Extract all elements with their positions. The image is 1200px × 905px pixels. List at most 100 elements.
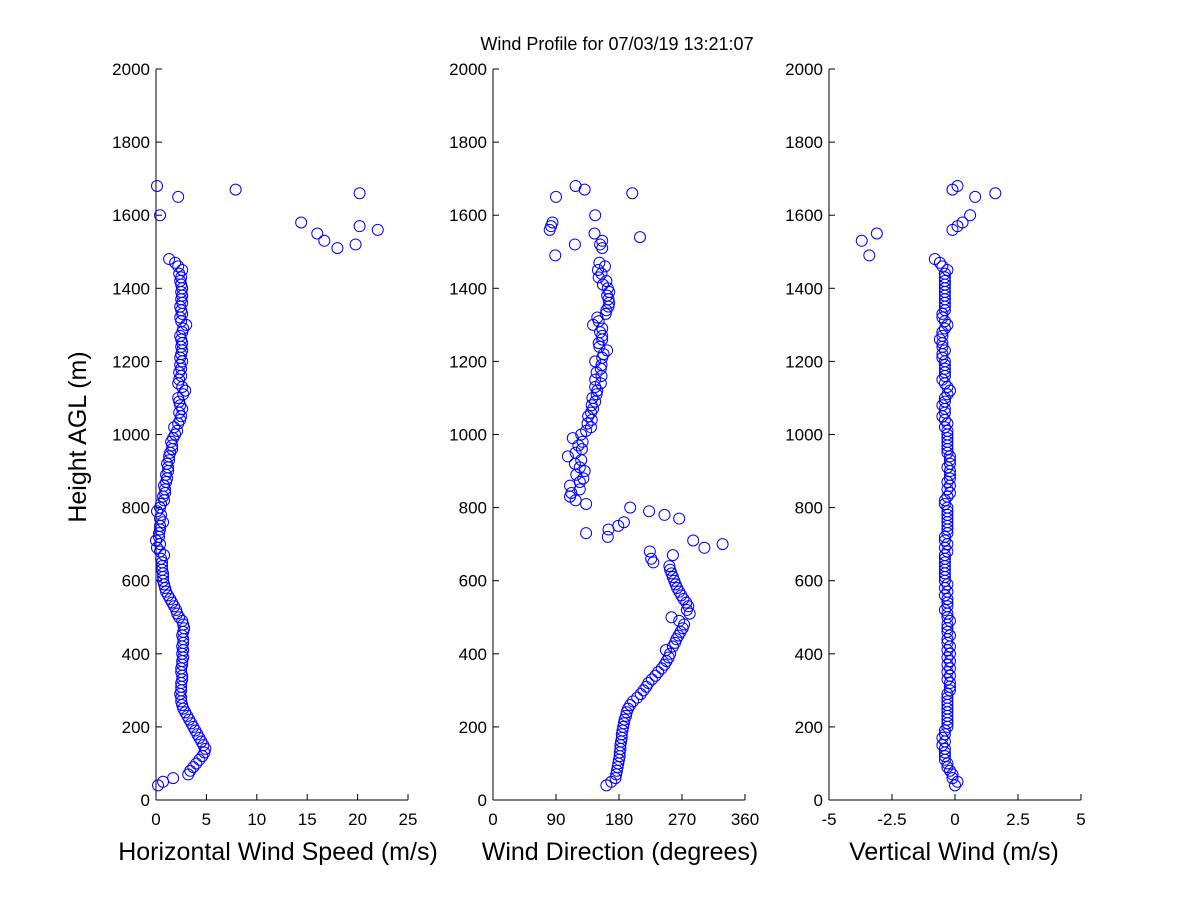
data-point (941, 592, 954, 605)
data-point (179, 384, 192, 397)
data-point (943, 457, 956, 470)
data-point (569, 179, 582, 192)
data-point (580, 424, 593, 437)
data-point (585, 399, 598, 412)
y-tick-label: 200 (122, 718, 150, 737)
x-tick-label: 270 (668, 810, 696, 829)
data-point (295, 216, 308, 229)
data-point (193, 753, 206, 766)
x-tick-label: -5 (821, 810, 836, 829)
data-point (938, 395, 951, 408)
data-point (588, 227, 601, 240)
data-point (596, 329, 609, 342)
data-point (946, 772, 959, 785)
data-point (645, 552, 658, 565)
data-point (938, 724, 951, 737)
data-point (596, 234, 609, 247)
y-tick-label: 2000 (112, 60, 150, 79)
data-point (677, 592, 690, 605)
data-point (941, 432, 954, 445)
data-point (938, 534, 951, 547)
data-point (673, 585, 686, 598)
data-point (592, 264, 604, 277)
data-point (601, 289, 614, 302)
data-point (943, 655, 956, 668)
data-point (617, 717, 630, 730)
data-point (941, 651, 954, 664)
data-point (941, 545, 954, 558)
x-axis-label: Wind Direction (degrees) (482, 838, 759, 866)
data-point (943, 677, 956, 690)
data-point (353, 220, 366, 233)
figure-title: Wind Profile for 07/03/19 13:21:07 (480, 34, 753, 54)
data-point (581, 417, 594, 430)
data-point (938, 274, 951, 287)
y-tick-label: 2000 (449, 60, 487, 79)
data-point (617, 720, 630, 733)
series-vertical (855, 179, 1002, 792)
data-point (941, 538, 954, 551)
x-tick-label: 0 (950, 810, 959, 829)
data-point (597, 348, 610, 361)
data-point (549, 249, 562, 262)
data-point (956, 216, 969, 229)
x-tick-label: 0 (151, 810, 160, 829)
data-point (941, 578, 954, 591)
data-point (631, 691, 644, 704)
data-point (590, 388, 603, 401)
data-point (569, 446, 582, 459)
data-point (566, 432, 579, 445)
data-point (173, 267, 186, 280)
x-tick-label: 25 (399, 810, 418, 829)
data-point (938, 742, 951, 755)
data-point (941, 476, 954, 489)
data-point (989, 187, 1002, 200)
x-tick-label: 360 (731, 810, 759, 829)
y-tick-label: 600 (795, 572, 823, 591)
data-point (163, 253, 176, 266)
data-point (964, 209, 977, 222)
data-point (941, 318, 954, 331)
data-point (941, 688, 954, 701)
data-point (573, 461, 586, 474)
data-point (546, 216, 559, 229)
y-tick-label: 0 (141, 791, 150, 810)
data-point (670, 633, 683, 646)
data-point (627, 695, 639, 708)
data-point (187, 761, 200, 774)
data-point (938, 750, 951, 763)
data-point (167, 772, 180, 785)
data-point (592, 271, 605, 284)
y-tick-label: 1400 (785, 279, 823, 298)
data-point (311, 227, 324, 240)
data-point (561, 450, 574, 463)
data-point (601, 530, 614, 543)
data-point (184, 764, 197, 777)
y-tick-label: 1400 (449, 279, 487, 298)
y-tick-label: 1200 (112, 352, 150, 371)
data-point (601, 282, 614, 295)
data-point (596, 242, 609, 255)
data-point (174, 399, 187, 412)
y-tick-label: 1600 (785, 206, 823, 225)
data-point (565, 486, 578, 499)
data-point (943, 450, 956, 463)
y-tick-label: 400 (459, 645, 487, 664)
x-tick-label: 10 (247, 810, 266, 829)
data-point (938, 603, 951, 616)
data-point (155, 552, 168, 565)
y-tick-label: 1800 (112, 133, 150, 152)
y-tick-label: 0 (478, 791, 487, 810)
data-point (943, 684, 956, 697)
data-point (938, 271, 951, 284)
data-point (938, 589, 951, 602)
x-tick-label: 0 (488, 810, 497, 829)
y-tick-label: 2000 (785, 60, 823, 79)
data-point (666, 549, 679, 562)
y-tick-label: 0 (814, 791, 823, 810)
data-point (941, 461, 954, 474)
panel-speed: 0 200 400 600 800 1000 1200 1400 1600 1800 2000 0 5 1… (112, 60, 438, 866)
data-point (575, 443, 588, 456)
data-point (936, 410, 949, 423)
x-tick-label: 5 (202, 810, 211, 829)
